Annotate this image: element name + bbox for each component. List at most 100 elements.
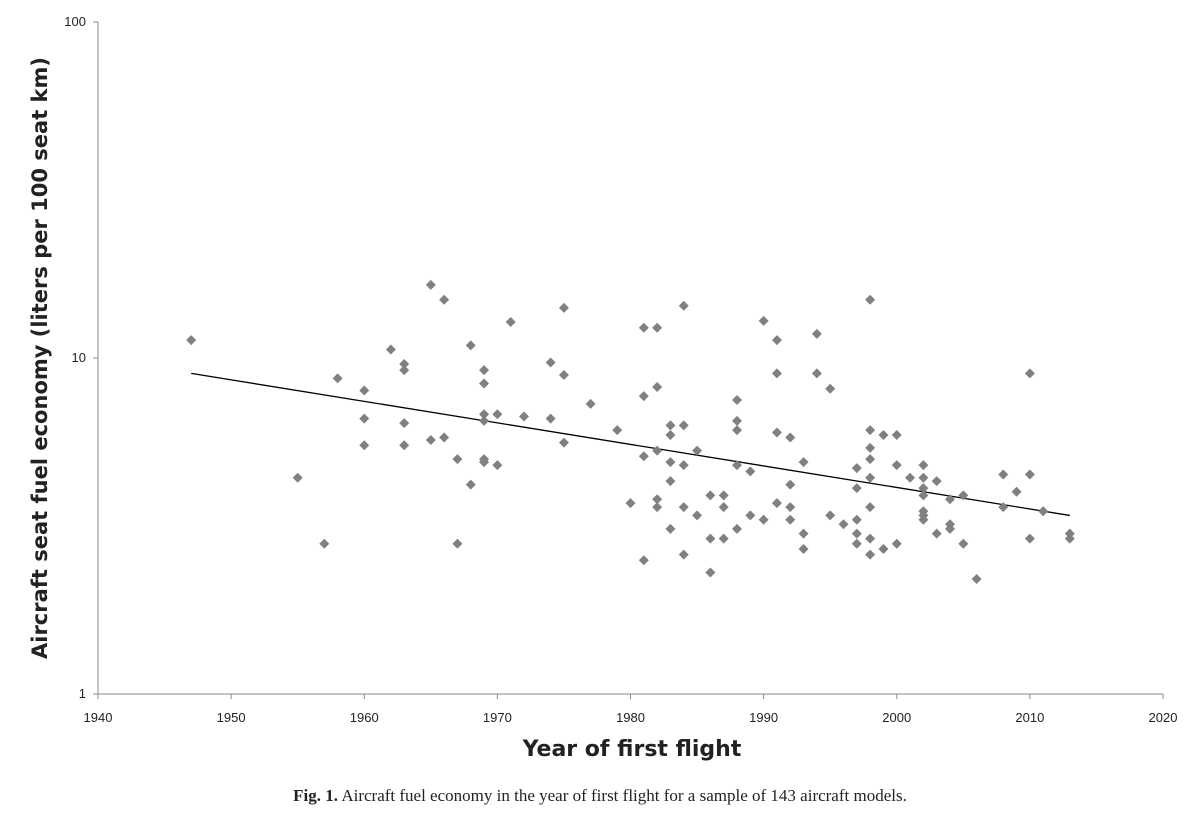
data-point <box>931 528 942 539</box>
data-point <box>399 418 410 429</box>
data-point <box>958 490 969 501</box>
data-point <box>492 460 503 471</box>
data-point <box>705 490 716 501</box>
y-tick-label: 100 <box>64 14 86 29</box>
data-point <box>918 460 929 471</box>
x-axis: 1940 1950 1960 1970 1980 1990 2000 2010 2020 <box>84 693 1177 725</box>
data-point <box>718 533 729 544</box>
data-point <box>452 538 463 549</box>
data-point <box>785 502 796 513</box>
data-point <box>678 502 689 513</box>
data-point <box>798 457 809 468</box>
trendline <box>191 372 1070 517</box>
data-point <box>945 523 955 534</box>
data-point <box>771 368 782 379</box>
data-point <box>851 538 862 549</box>
data-point <box>665 429 676 440</box>
data-point <box>1024 469 1035 480</box>
data-point <box>865 533 876 544</box>
data-point <box>732 523 742 534</box>
data-point <box>652 381 663 392</box>
data-point <box>558 302 569 313</box>
data-point <box>652 445 663 456</box>
data-point <box>292 472 303 483</box>
data-point <box>865 425 876 436</box>
data-point <box>692 445 703 456</box>
data-point <box>971 573 982 584</box>
data-point <box>638 555 649 566</box>
x-tick-label: 1960 <box>350 710 379 725</box>
data-point <box>851 514 862 525</box>
data-point <box>785 479 796 490</box>
data-point <box>465 340 476 351</box>
data-point <box>865 294 876 305</box>
data-point <box>319 538 330 549</box>
data-point <box>998 502 1009 513</box>
x-tick-label: 2000 <box>882 710 911 725</box>
data-point <box>186 335 197 346</box>
data-point <box>625 498 636 509</box>
data-point <box>865 442 876 453</box>
data-point <box>678 549 689 560</box>
data-point <box>1024 368 1035 379</box>
data-point <box>865 472 876 483</box>
data-point <box>439 294 450 305</box>
data-point <box>958 538 969 549</box>
data-point <box>692 510 703 521</box>
data-point <box>479 457 490 468</box>
data-point <box>479 365 490 376</box>
data-point <box>612 425 623 436</box>
data-point <box>479 409 490 420</box>
data-point <box>918 514 929 525</box>
data-point <box>785 432 796 443</box>
data-point <box>519 411 529 422</box>
data-point <box>359 413 370 424</box>
scatter-chart: 1 10 100 1940 1950 1960 1970 1980 1990 2000 2010 2… <box>28 14 1177 762</box>
trendline-group <box>191 372 1070 517</box>
caption-text: Aircraft fuel economy in the year of fir… <box>341 786 907 805</box>
data-point <box>865 454 876 465</box>
data-point <box>745 466 756 477</box>
data-point <box>798 528 809 539</box>
data-point <box>638 451 649 462</box>
data-point <box>665 420 676 431</box>
y-tick-label: 10 <box>72 350 86 365</box>
data-point <box>851 528 862 539</box>
data-point <box>745 510 756 521</box>
data-point <box>945 494 955 505</box>
data-point <box>1024 533 1035 544</box>
data-point <box>771 498 782 509</box>
data-point <box>851 483 862 494</box>
y-axis: 1 10 100 <box>64 14 99 701</box>
data-point <box>1038 506 1049 517</box>
data-point <box>1064 533 1075 544</box>
data-point <box>918 472 929 483</box>
data-point <box>638 391 649 402</box>
data-point <box>825 383 836 394</box>
data-point <box>492 409 503 420</box>
data-point <box>399 358 410 369</box>
data-point <box>545 357 556 368</box>
x-tick-label: 1980 <box>616 710 645 725</box>
caption-label: Fig. 1. <box>293 786 339 805</box>
data-point <box>545 413 556 424</box>
data-point <box>998 469 1009 480</box>
data-point <box>385 344 396 355</box>
x-axis-title: Year of first flight <box>522 737 742 762</box>
data-point <box>678 460 689 471</box>
data-point <box>918 483 929 494</box>
data-point <box>785 514 796 525</box>
data-point <box>891 460 902 471</box>
data-point <box>479 378 490 389</box>
data-points <box>186 279 1075 584</box>
data-point <box>891 538 902 549</box>
data-point <box>905 472 916 483</box>
data-point <box>918 490 929 501</box>
data-point <box>425 279 436 290</box>
data-point <box>758 514 769 525</box>
data-point <box>732 425 742 436</box>
data-point <box>891 429 902 440</box>
data-point <box>558 370 569 381</box>
data-point <box>718 490 729 501</box>
data-point <box>638 322 649 333</box>
